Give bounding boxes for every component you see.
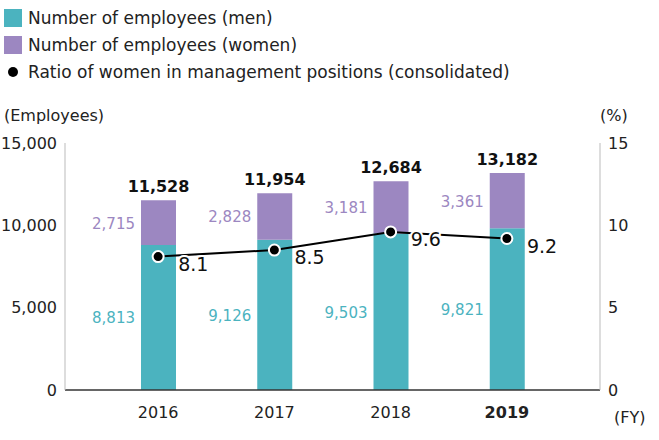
svg-text:11,954: 11,954 bbox=[244, 170, 306, 189]
html-text:Number of employees (women): Number of employees (women) bbox=[28, 34, 297, 55]
svg-text:5,000: 5,000 bbox=[11, 298, 57, 317]
svg-text:13,182: 13,182 bbox=[476, 150, 538, 169]
svg-text:2,828: 2,828 bbox=[208, 208, 251, 226]
svg-text:3,361: 3,361 bbox=[441, 193, 484, 211]
svg-text:10: 10 bbox=[608, 216, 628, 235]
svg-text:8,813: 8,813 bbox=[92, 309, 135, 327]
svg-text:2018: 2018 bbox=[370, 403, 411, 422]
svg-text:12,684: 12,684 bbox=[360, 158, 422, 177]
svg-text:11,528: 11,528 bbox=[128, 177, 190, 196]
svg-text:9.2: 9.2 bbox=[527, 235, 557, 257]
svg-text:2019: 2019 bbox=[485, 403, 530, 422]
html-text:(FY): (FY) bbox=[614, 408, 646, 427]
html-text:Ratio of women in management p: Ratio of women in management positions (… bbox=[28, 61, 510, 82]
html-text:Number of employees (men): Number of employees (men) bbox=[28, 7, 273, 28]
svg-text:10,000: 10,000 bbox=[8, 216, 57, 235]
svg-text:9,821: 9,821 bbox=[441, 301, 484, 319]
svg-text:15: 15 bbox=[608, 134, 628, 153]
html-text:(Employees): (Employees) bbox=[4, 106, 105, 125]
svg-text:9,503: 9,503 bbox=[325, 304, 368, 322]
svg-text:2,715: 2,715 bbox=[92, 215, 135, 233]
svg-text:8.5: 8.5 bbox=[294, 246, 324, 268]
svg-text:2016: 2016 bbox=[138, 403, 179, 422]
svg-text:3,181: 3,181 bbox=[325, 199, 368, 217]
svg-text:15,000: 15,000 bbox=[8, 134, 57, 153]
svg-text:0: 0 bbox=[47, 381, 57, 400]
svg-text:8.1: 8.1 bbox=[178, 253, 208, 275]
svg-text:9,126: 9,126 bbox=[208, 307, 251, 325]
svg-text:9.6: 9.6 bbox=[411, 228, 441, 250]
svg-text:5: 5 bbox=[608, 298, 618, 317]
svg-text:2017: 2017 bbox=[254, 403, 295, 422]
svg-text:0: 0 bbox=[608, 381, 618, 400]
